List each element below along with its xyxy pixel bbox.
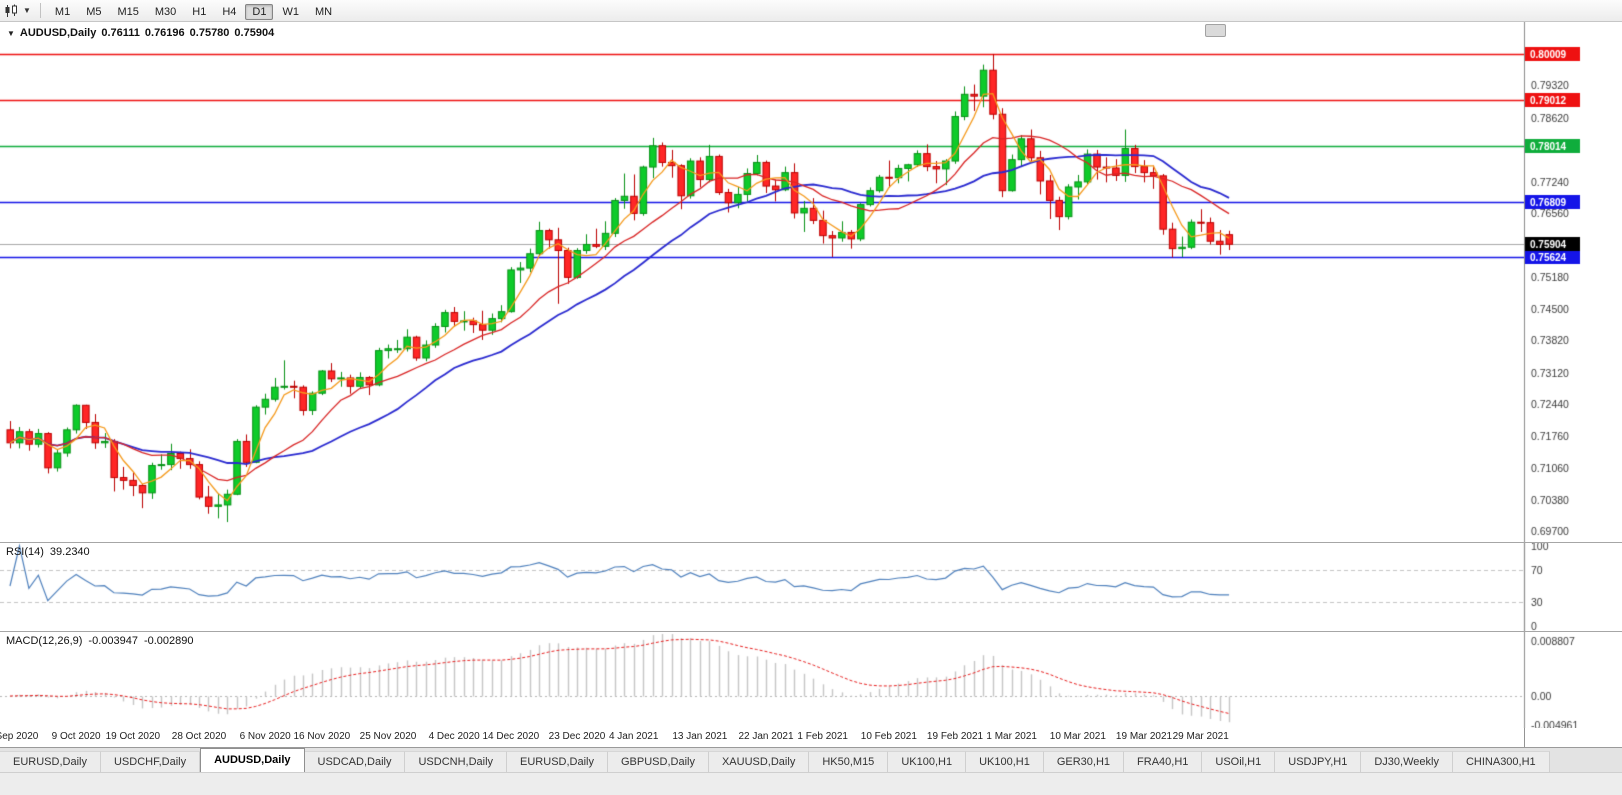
- chart-tab-usdcad-daily[interactable]: USDCAD,Daily: [304, 751, 406, 772]
- timeframe-buttons-group: M1 M5 M15 M30 H1 H4 D1 W1 MN: [47, 2, 340, 20]
- timeframe-button-MN[interactable]: MN: [314, 5, 333, 18]
- main-chart-panel: ▼ AUDUSD,Daily 0.76111 0.76196 0.75780 0…: [0, 22, 1622, 542]
- chart-tab-eurusd-daily[interactable]: EURUSD,Daily: [507, 751, 608, 772]
- date-label: 14 Dec 2020: [482, 731, 540, 742]
- date-label: 6 Nov 2020: [239, 731, 291, 742]
- macd-label: MACD(12,26,9) -0.003947 -0.002890: [6, 635, 194, 647]
- chart-shift-marker[interactable]: [1205, 24, 1226, 37]
- chart-tab-xauusd-daily[interactable]: XAUUSD,Daily: [708, 751, 810, 772]
- timeframe-button-M1[interactable]: M1: [54, 5, 71, 18]
- date-label: 1 Feb 2021: [797, 731, 848, 742]
- chart-tab-gbpusd-daily[interactable]: GBPUSD,Daily: [608, 751, 709, 772]
- rsi-chart-canvas[interactable]: [0, 543, 1622, 631]
- toolbar-separator: [39, 3, 41, 18]
- timeframe-toolbar: ▼ M1 M5 M15 M30 H1 H4 D1 W1 MN: [0, 0, 1622, 22]
- date-label: 28 Oct 2020: [171, 731, 227, 742]
- date-label: 19 Feb 2021: [926, 731, 984, 742]
- timeframe-button-M15[interactable]: M15: [117, 5, 139, 18]
- collapse-arrow-icon[interactable]: ▼: [7, 28, 15, 38]
- date-label: 1 Mar 2021: [986, 731, 1037, 742]
- chart-tab-fra40-h1[interactable]: FRA40,H1: [1124, 751, 1203, 772]
- rsi-value: 39.2340: [49, 546, 90, 558]
- rsi-indicator-panel: RSI(14) 39.2340: [0, 542, 1622, 631]
- macd-signal-value: -0.002890: [143, 635, 194, 647]
- timeframe-button-D1[interactable]: D1: [245, 3, 274, 20]
- timeframe-button-W1[interactable]: W1: [282, 5, 299, 18]
- date-label: 19 Mar 2021: [1115, 731, 1173, 742]
- macd-name: MACD(12,26,9): [6, 635, 83, 647]
- timeframe-button-M30[interactable]: M30: [154, 5, 177, 18]
- date-label: 4 Dec 2020: [428, 731, 480, 742]
- status-bar: [0, 772, 1622, 795]
- chart-tab-hk50-m15[interactable]: HK50,M15: [809, 751, 889, 772]
- symbol-title: AUDUSD,Daily: [19, 27, 97, 39]
- ohlc-open: 0.76111: [101, 27, 140, 39]
- chart-tab-usoil-h1[interactable]: USOil,H1: [1202, 751, 1276, 772]
- date-label: 10 Feb 2021: [860, 731, 917, 742]
- date-axis: 30 Sep 2020 9 Oct 2020 19 Oct 2020 28 Oct 2…: [0, 728, 1622, 747]
- chart-tab-ger30-h1[interactable]: GER30,H1: [1043, 751, 1125, 772]
- macd-chart-canvas[interactable]: [0, 632, 1622, 728]
- date-label: 10 Mar 2021: [1049, 731, 1106, 742]
- timeframe-button-H4[interactable]: H4: [222, 5, 237, 18]
- chart-title: ▼ AUDUSD,Daily 0.76111 0.76196 0.75780 0…: [7, 27, 274, 39]
- date-label: 23 Dec 2020: [548, 731, 606, 742]
- macd-indicator-panel: MACD(12,26,9) -0.003947 -0.002890: [0, 631, 1622, 728]
- date-label: 9 Oct 2020: [51, 731, 101, 742]
- date-label: 25 Nov 2020: [359, 731, 417, 742]
- ohlc-low: 0.75780: [189, 27, 230, 39]
- date-label: 16 Nov 2020: [293, 731, 351, 742]
- date-label: 29 Mar 2021: [1172, 731, 1229, 742]
- chevron-down-icon[interactable]: ▼: [23, 6, 31, 15]
- chart-tab-dj30-weekly[interactable]: DJ30,Weekly: [1361, 751, 1453, 772]
- date-label: 4 Jan 2021: [608, 731, 659, 742]
- main-price-chart-canvas[interactable]: [0, 22, 1622, 542]
- date-label: 22 Jan 2021: [738, 731, 794, 742]
- ohlc-high: 0.76196: [144, 27, 185, 39]
- chart-tab-eurusd-daily[interactable]: EURUSD,Daily: [0, 751, 101, 772]
- timeframe-button-M5[interactable]: M5: [86, 5, 102, 18]
- date-label: 13 Jan 2021: [672, 731, 728, 742]
- date-label: 30 Sep 2020: [0, 731, 39, 742]
- chart-tab-uk100-h1[interactable]: UK100,H1: [888, 751, 967, 772]
- chart-tab-audusd-daily[interactable]: AUDUSD,Daily: [200, 748, 305, 772]
- chart-type-candlestick-icon[interactable]: [4, 4, 20, 18]
- rsi-name: RSI(14): [6, 546, 44, 558]
- ohlc-close: 0.75904: [234, 27, 275, 39]
- chart-tab-bar: EURUSD,Daily USDCHF,Daily AUDUSD,Daily USDC…: [0, 747, 1622, 772]
- timeframe-button-H1[interactable]: H1: [192, 5, 207, 18]
- chart-tab-usdchf-daily[interactable]: USDCHF,Daily: [100, 751, 201, 772]
- macd-value: -0.003947: [88, 635, 138, 647]
- chart-tab-china300-h1[interactable]: CHINA300,H1: [1452, 751, 1550, 772]
- rsi-label: RSI(14) 39.2340: [6, 546, 90, 558]
- chart-tab-uk100-h1[interactable]: UK100,H1: [966, 751, 1044, 772]
- date-label: 19 Oct 2020: [105, 731, 161, 742]
- axis-divider: [1524, 728, 1525, 747]
- chart-tab-usdjpy-h1[interactable]: USDJPY,H1: [1275, 751, 1362, 772]
- chart-tab-usdcnh-daily[interactable]: USDCNH,Daily: [405, 751, 508, 772]
